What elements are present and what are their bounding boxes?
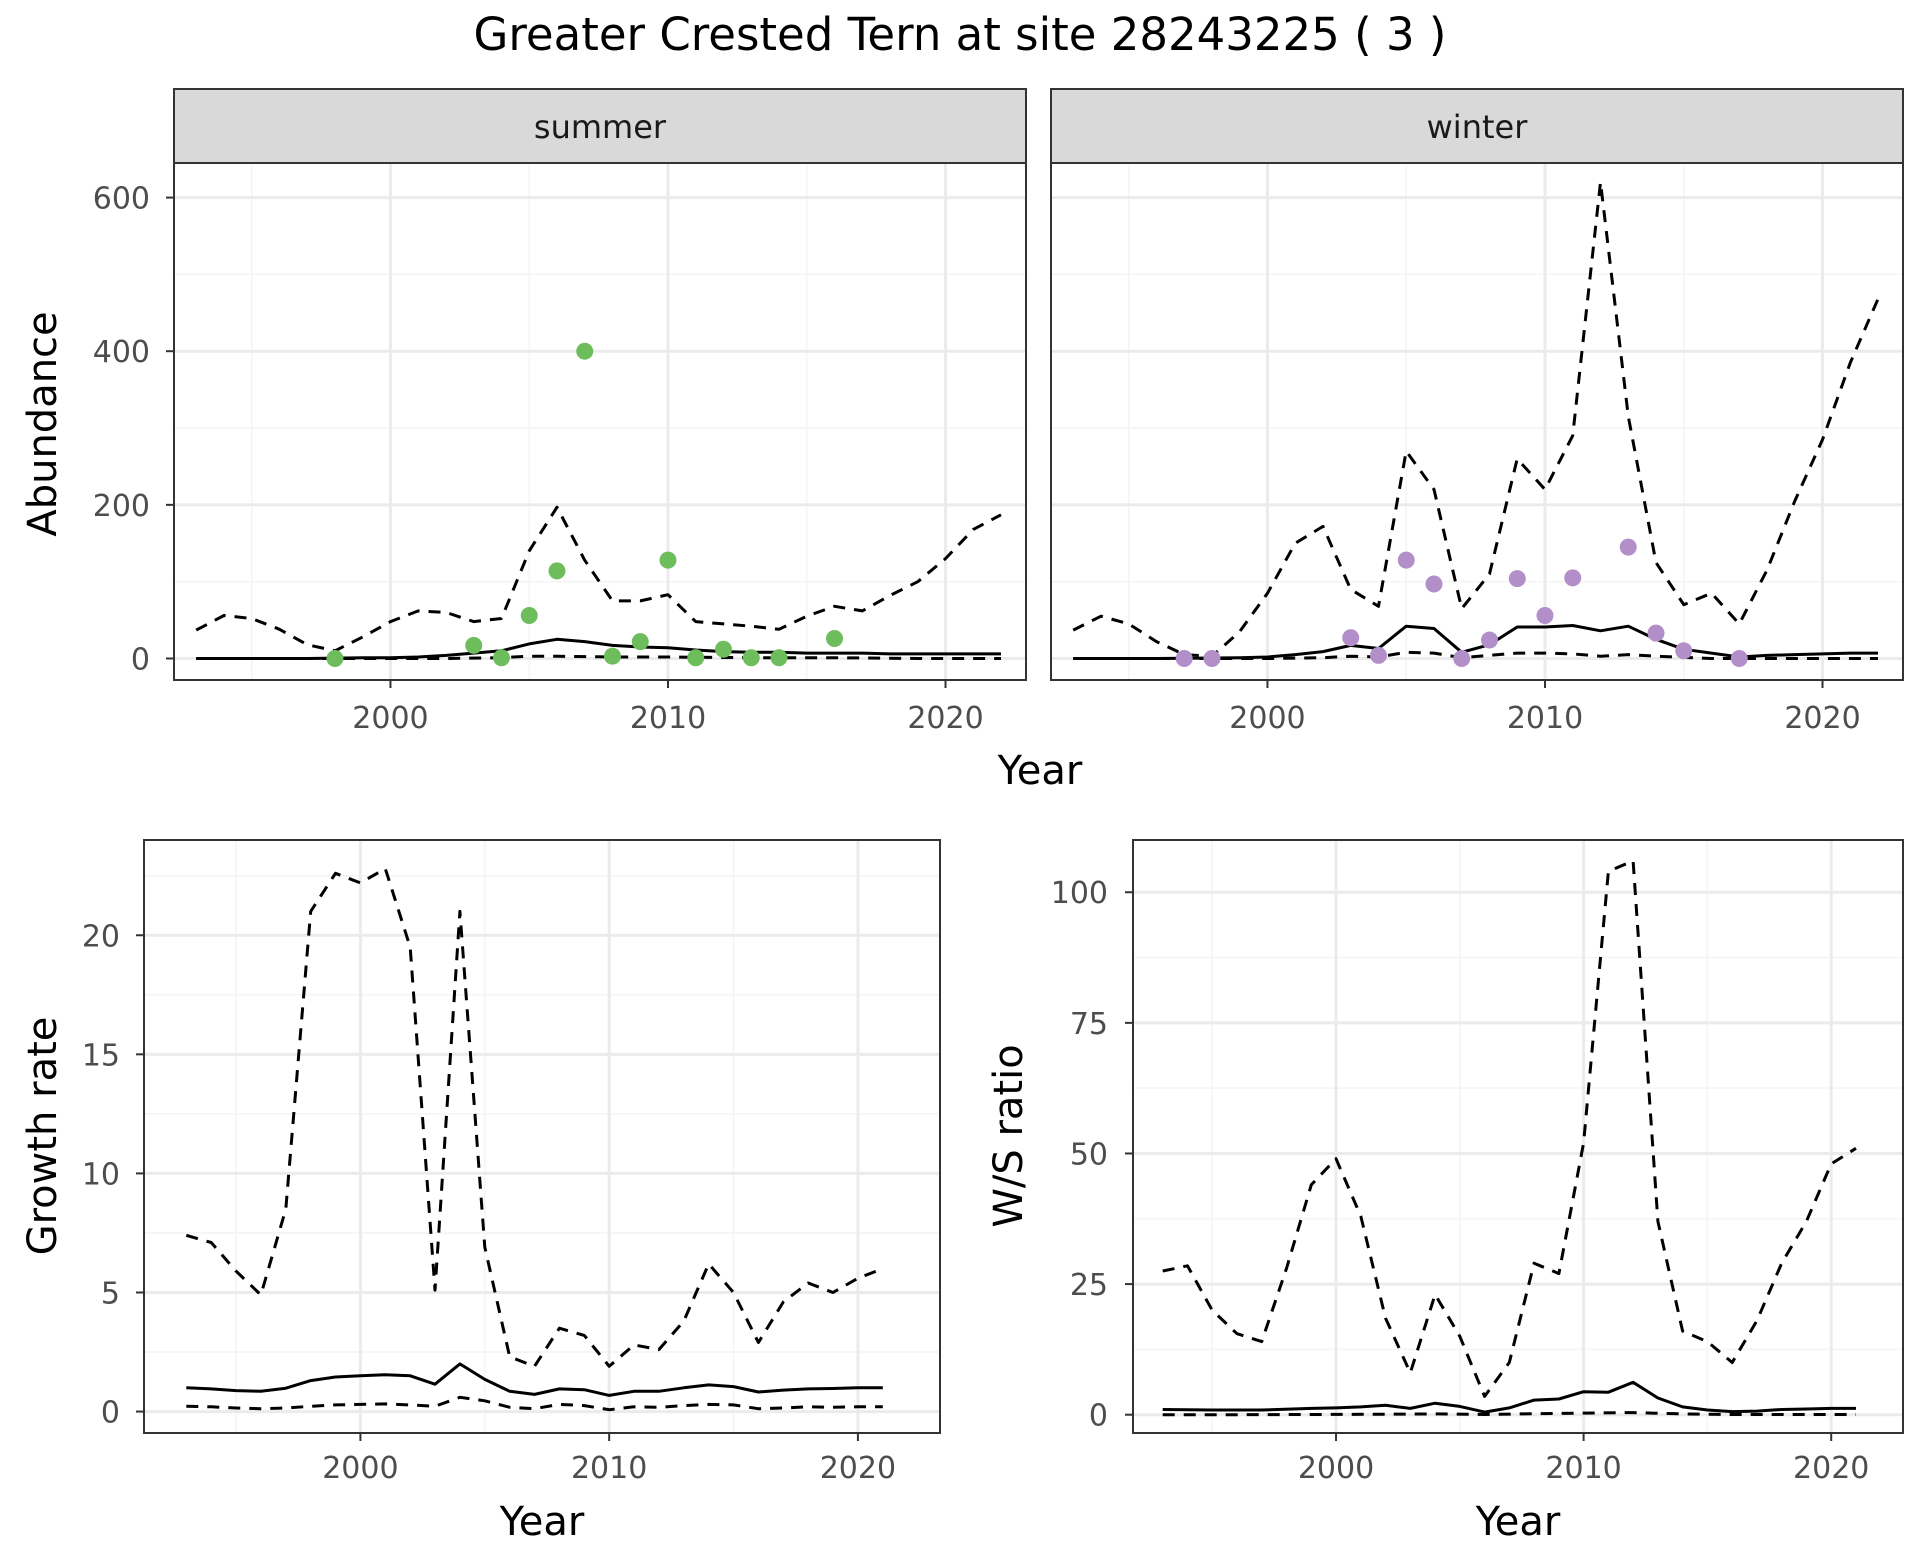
growth-y-tick-label: 0	[101, 1396, 120, 1431]
ratio-y-axis-title: W/S ratio	[986, 1044, 1032, 1227]
summer-data-point	[465, 636, 483, 654]
abundance-y-axis-title: Abundance	[20, 311, 66, 536]
growth-lower-line	[186, 1395, 883, 1412]
figure-title: Greater Crested Tern at site 28243225 ( …	[474, 8, 1447, 61]
winter-estimate-line	[1073, 624, 1878, 660]
winter-facet-strip	[1050, 88, 1904, 164]
growth-x-tick-label: 2000	[322, 1451, 398, 1486]
summer-facet-label: summer	[534, 108, 667, 146]
winter-abundance-panel: winter 2000 2010 2020	[1050, 88, 1904, 736]
winter-facet-label: winter	[1427, 108, 1529, 146]
winter-data-point	[1397, 551, 1415, 569]
growth-y-tick-label: 20	[82, 919, 120, 954]
ws-ratio-panel: 2000 2010 2020 0 25 50 75 100 Year W/S ratio	[986, 839, 1904, 1545]
summer-y-tick-label: 0	[131, 642, 150, 677]
winter-x-tick-label: 2010	[1507, 701, 1583, 736]
summer-y-axis-ticks: 0 200 400 600	[93, 182, 174, 677]
summer-y-tick-label: 600	[93, 182, 150, 217]
summer-data-point	[714, 640, 732, 658]
growth-rate-panel: 2000 2010 2020 0 5 10 15 20 Year Growth rate	[20, 839, 941, 1545]
growth-grid	[144, 840, 940, 1433]
summer-data-point	[826, 630, 844, 648]
ratio-x-tick-label: 2010	[1545, 1451, 1621, 1486]
summer-data-point	[492, 649, 510, 667]
ratio-y-tick-label: 75	[1070, 1007, 1108, 1042]
growth-y-axis-ticks: 0 5 10 15 20	[82, 919, 144, 1431]
summer-x-axis-ticks: 2000 2010 2020	[352, 680, 984, 736]
summer-x-tick-label: 2010	[630, 701, 706, 736]
growth-upper-line	[185, 867, 884, 1368]
ratio-grid	[1133, 840, 1903, 1433]
summer-data-point	[520, 606, 538, 624]
ratio-x-axis-title: Year	[1475, 1499, 1561, 1545]
growth-series-group	[185, 867, 884, 1412]
summer-data-point	[687, 649, 705, 667]
winter-x-tick-label: 2020	[1784, 701, 1860, 736]
winter-data-point	[1647, 624, 1665, 642]
summer-facet-strip	[173, 88, 1027, 164]
ratio-series-group	[1162, 859, 1857, 1417]
summer-x-tick-label: 2000	[352, 701, 428, 736]
summer-data-point	[659, 551, 677, 569]
growth-panel-border	[143, 839, 941, 1434]
ratio-panel-border	[1132, 839, 1904, 1434]
winter-data-point	[1675, 642, 1693, 660]
winter-data-point	[1480, 631, 1498, 649]
winter-x-axis-ticks: 2000 2010 2020	[1229, 680, 1861, 736]
ratio-x-axis-ticks: 2000 2010 2020	[1298, 1433, 1869, 1486]
summer-data-point	[548, 562, 566, 580]
summer-y-tick-label: 400	[93, 335, 150, 370]
summer-data-point	[631, 633, 649, 651]
winter-data-point	[1564, 569, 1582, 587]
summer-data-point	[326, 649, 344, 667]
summer-grid	[174, 163, 1026, 680]
ratio-estimate-line	[1162, 1380, 1856, 1414]
winter-data-point	[1619, 538, 1637, 556]
summer-data-point	[576, 342, 594, 360]
summer-data-point	[770, 649, 788, 667]
summer-data-point	[603, 647, 621, 665]
ratio-y-tick-label: 50	[1070, 1137, 1108, 1172]
ratio-y-axis-ticks: 0 25 50 75 100	[1051, 876, 1133, 1434]
summer-points-group	[326, 342, 844, 667]
growth-x-axis-title: Year	[499, 1499, 585, 1545]
winter-data-point	[1730, 649, 1748, 667]
growth-x-tick-label: 2010	[571, 1451, 647, 1486]
winter-data-point	[1508, 570, 1526, 588]
ratio-y-tick-label: 0	[1089, 1399, 1108, 1434]
ratio-y-tick-label: 25	[1070, 1268, 1108, 1303]
growth-y-axis-title: Growth rate	[20, 1017, 66, 1256]
winter-x-tick-label: 2000	[1229, 701, 1305, 736]
winter-data-point	[1342, 629, 1360, 647]
winter-data-point	[1369, 646, 1387, 664]
ratio-lower-line	[1162, 1411, 1856, 1417]
ratio-x-tick-label: 2020	[1793, 1451, 1869, 1486]
winter-upper-line	[1072, 180, 1880, 658]
abundance-x-axis-title: Year	[997, 748, 1083, 794]
winter-points-group	[1175, 538, 1748, 667]
summer-y-tick-label: 200	[93, 489, 150, 524]
winter-data-point	[1453, 649, 1471, 667]
growth-x-tick-label: 2020	[820, 1451, 896, 1486]
summer-abundance-panel: summer 2000 2010 2020 0 200 400 600	[93, 88, 1027, 736]
ratio-upper-line	[1162, 859, 1857, 1398]
growth-estimate-line	[186, 1362, 883, 1397]
growth-y-tick-label: 15	[82, 1038, 120, 1073]
summer-data-point	[742, 649, 760, 667]
summer-upper-line	[195, 505, 1002, 653]
growth-x-axis-ticks: 2000 2010 2020	[322, 1433, 896, 1486]
ratio-x-tick-label: 2000	[1298, 1451, 1374, 1486]
winter-data-point	[1425, 575, 1443, 593]
winter-data-point	[1203, 649, 1221, 667]
growth-y-tick-label: 10	[82, 1157, 120, 1192]
summer-lower-line	[196, 654, 1001, 660]
growth-y-tick-label: 5	[101, 1276, 120, 1311]
ratio-y-tick-label: 100	[1051, 876, 1108, 911]
winter-data-point	[1175, 649, 1193, 667]
winter-series-group	[1072, 180, 1880, 660]
summer-x-tick-label: 2020	[907, 701, 983, 736]
winter-data-point	[1536, 606, 1554, 624]
